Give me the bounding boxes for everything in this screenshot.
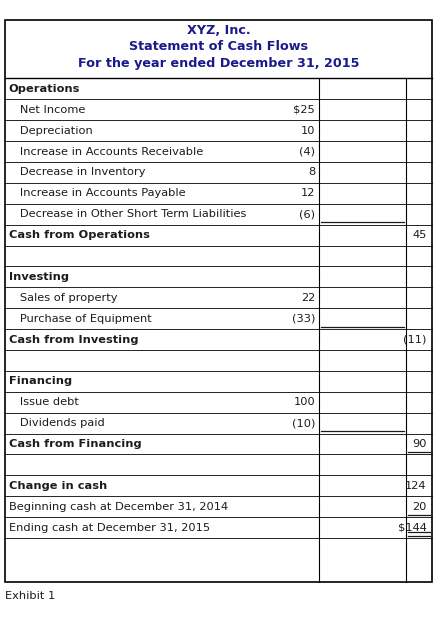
Text: $25: $25 [294,105,315,115]
Text: XYZ, Inc.: XYZ, Inc. [187,24,250,38]
Text: For the year ended December 31, 2015: For the year ended December 31, 2015 [78,56,359,70]
Text: Net Income: Net Income [9,105,85,115]
Text: Financing: Financing [9,376,72,386]
Text: 45: 45 [412,230,427,240]
Text: 10: 10 [301,125,315,136]
Text: Increase in Accounts Receivable: Increase in Accounts Receivable [9,146,203,156]
Text: Increase in Accounts Payable: Increase in Accounts Payable [9,188,185,198]
Text: Statement of Cash Flows: Statement of Cash Flows [129,40,308,54]
Text: (6): (6) [299,210,315,219]
Text: Exhibit 1: Exhibit 1 [5,591,55,601]
Text: 8: 8 [308,167,315,177]
Text: 20: 20 [412,502,427,512]
Text: Beginning cash at December 31, 2014: Beginning cash at December 31, 2014 [9,502,228,512]
Text: Cash from Operations: Cash from Operations [9,230,149,240]
Text: Purchase of Equipment: Purchase of Equipment [9,314,152,324]
Text: Depreciation: Depreciation [9,125,93,136]
Text: 12: 12 [301,188,315,198]
Text: Sales of property: Sales of property [9,293,117,303]
Text: Cash from Investing: Cash from Investing [9,334,138,345]
Text: Decrease in Inventory: Decrease in Inventory [9,167,145,177]
Text: Operations: Operations [9,84,80,94]
Text: Cash from Financing: Cash from Financing [9,439,141,449]
Text: 100: 100 [294,397,315,407]
Text: Investing: Investing [9,272,69,282]
Text: (33): (33) [292,314,315,324]
Text: Dividends paid: Dividends paid [9,418,104,428]
Text: 22: 22 [301,293,315,303]
Text: Decrease in Other Short Term Liabilities: Decrease in Other Short Term Liabilities [9,210,246,219]
Text: (10): (10) [292,418,315,428]
Text: Change in cash: Change in cash [9,481,107,491]
Text: 90: 90 [412,439,427,449]
Text: $144: $144 [398,523,427,533]
Text: 124: 124 [405,481,427,491]
Text: Ending cash at December 31, 2015: Ending cash at December 31, 2015 [9,523,210,533]
Text: (4): (4) [299,146,315,156]
Text: Issue debt: Issue debt [9,397,79,407]
Text: (11): (11) [403,334,427,345]
